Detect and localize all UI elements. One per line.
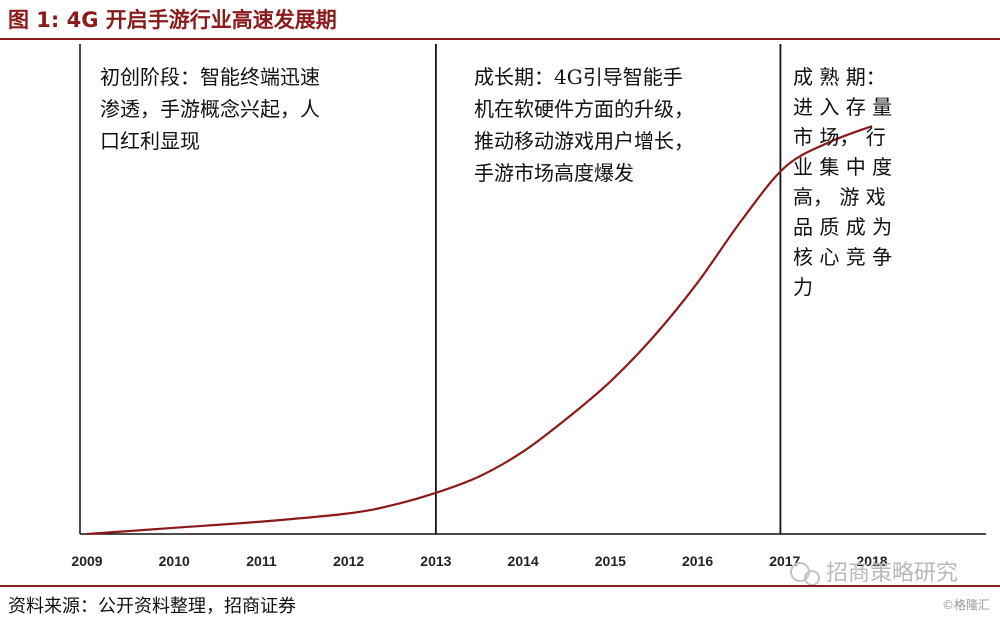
x-tick-label: 2009 <box>71 553 102 569</box>
phase-annotation-line: 成 熟 期： <box>793 65 886 89</box>
x-tick-label: 2012 <box>333 553 364 569</box>
x-axis-ticks: 2009 2010 2011 2012 2013 2014 2015 2016 2017 2018 <box>71 553 887 569</box>
watermark-text: 招商策略研究 <box>826 561 958 585</box>
x-tick-label: 2010 <box>159 553 190 569</box>
phase-annotation-line: 机在软硬件方面的升级， <box>474 97 694 121</box>
title-rule <box>0 38 1000 40</box>
x-tick-label: 2014 <box>508 553 539 569</box>
phase-line-chart: 2009 2010 2011 2012 2013 2014 2015 2016 2017 2018… <box>71 44 986 585</box>
phase-annotation-line: 手游市场高度爆发 <box>474 161 634 185</box>
phase-annotation-line: 初创阶段：智能终端迅速 <box>100 65 320 89</box>
phase-annotation-line: 渗透，手游概念兴起，人 <box>100 97 320 121</box>
x-tick-label: 2011 <box>246 553 277 569</box>
x-tick-label: 2016 <box>682 553 713 569</box>
series-layer <box>86 125 873 536</box>
phase-annotation-line: 进 入 存 量 <box>793 95 892 119</box>
series-line <box>86 125 873 536</box>
chart-frame <box>79 44 986 535</box>
phase-annotation-line: 口红利显现 <box>100 129 200 153</box>
wechat-icon <box>790 562 820 585</box>
phase-annotation-line: 高， 游 戏 <box>793 185 886 209</box>
footer-rule <box>0 585 1000 587</box>
x-tick-label: 2017 <box>769 553 800 569</box>
source-note: 资料来源：公开资料整理，招商证券 <box>8 596 296 617</box>
phase-annotation-line: 推动移动游戏用户增长， <box>474 129 694 153</box>
phase-dividers <box>434 44 782 534</box>
phase-annotation-line: 品 质 成 为 <box>793 215 892 239</box>
x-tick-label: 2013 <box>420 553 451 569</box>
phase-annotation-line: 成长期：4G引导智能手 <box>474 65 683 89</box>
phase-annotation-line: 力 <box>793 275 813 299</box>
watermark-layer: 招商策略研究 <box>790 561 958 585</box>
credit-label: ©格隆汇 <box>941 598 990 612</box>
phase-annotation-line: 核 心 竞 争 <box>793 245 892 269</box>
phase-annotation-line: 业 集 中 度 <box>793 155 892 179</box>
phase-annotation-line: 市 场， 行 <box>793 125 886 149</box>
x-tick-label: 2018 <box>856 553 887 569</box>
figure-title: 图 1: 4G 开启手游行业高速发展期 <box>8 8 337 32</box>
x-tick-label: 2015 <box>595 553 626 569</box>
